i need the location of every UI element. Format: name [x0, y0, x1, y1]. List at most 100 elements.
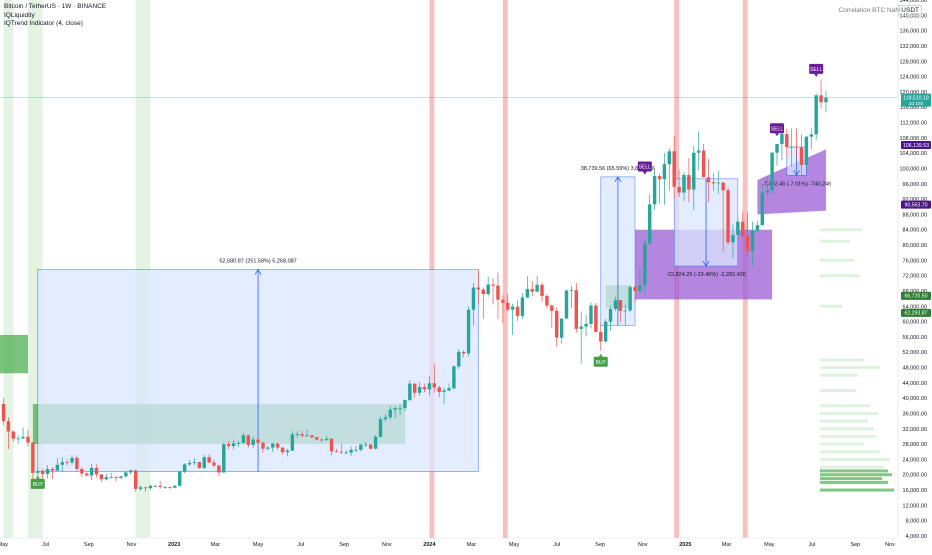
candle[interactable] [80, 467, 84, 477]
candle[interactable] [310, 434, 314, 439]
candle[interactable] [109, 472, 113, 479]
candle[interactable] [564, 289, 569, 320]
candle[interactable] [163, 486, 167, 489]
candle[interactable] [89, 464, 94, 481]
candle[interactable] [648, 194, 652, 245]
candle[interactable] [334, 448, 339, 453]
candle[interactable] [182, 463, 187, 474]
candle[interactable] [506, 294, 510, 311]
candle[interactable] [736, 216, 740, 239]
candle[interactable] [628, 285, 632, 313]
price-badge[interactable]: 90,563.70 [901, 200, 931, 209]
candle[interactable] [672, 136, 676, 199]
candle[interactable] [393, 406, 397, 419]
candle[interactable] [329, 437, 334, 456]
candle[interactable] [26, 429, 30, 447]
candle[interactable] [1, 398, 6, 425]
candle[interactable] [344, 450, 348, 455]
candle[interactable] [496, 272, 500, 319]
candle[interactable] [36, 467, 40, 477]
candle[interactable] [554, 307, 559, 347]
candle[interactable] [202, 454, 206, 469]
candle[interactable] [359, 444, 363, 452]
candle[interactable] [750, 221, 755, 267]
candle[interactable] [594, 302, 598, 333]
candle[interactable] [692, 145, 696, 210]
candle[interactable] [471, 282, 476, 326]
currency-button[interactable]: USDT [898, 5, 922, 16]
candle[interactable] [295, 431, 299, 438]
candle[interactable] [324, 435, 329, 442]
candle[interactable] [696, 131, 701, 171]
candle[interactable] [491, 278, 495, 305]
candle[interactable] [442, 387, 446, 404]
candle[interactable] [804, 135, 809, 170]
buy-signal[interactable]: BUY [593, 353, 608, 367]
candle[interactable] [584, 314, 588, 337]
candle[interactable] [447, 383, 451, 392]
candle[interactable] [398, 404, 402, 416]
candle[interactable] [819, 79, 823, 109]
candle[interactable] [261, 441, 265, 453]
candle[interactable] [290, 431, 295, 452]
candle[interactable] [339, 443, 344, 454]
candle[interactable] [364, 441, 368, 448]
candle[interactable] [731, 224, 735, 259]
candle[interactable] [413, 383, 417, 398]
candle[interactable] [716, 170, 720, 194]
sell-signal[interactable]: SELL [637, 161, 652, 175]
candle[interactable] [589, 302, 593, 329]
candle[interactable] [129, 469, 133, 475]
candle[interactable] [638, 269, 642, 293]
candle[interactable] [760, 184, 765, 226]
candle[interactable] [618, 300, 623, 323]
candle[interactable] [457, 349, 461, 370]
candle[interactable] [530, 281, 534, 296]
candle[interactable] [373, 435, 378, 450]
candle[interactable] [662, 153, 667, 205]
symbol-title[interactable]: Bitcoin / TetherUS · 1W · BINANCE [4, 3, 107, 10]
candle[interactable] [432, 363, 437, 393]
sell-signal[interactable]: SELL [809, 63, 824, 77]
candle[interactable] [550, 304, 554, 328]
candle[interactable] [305, 429, 309, 437]
candle[interactable] [603, 318, 608, 343]
candle[interactable] [212, 459, 216, 468]
candle[interactable] [236, 441, 241, 448]
candle[interactable] [226, 441, 231, 450]
candle[interactable] [540, 282, 544, 303]
candle[interactable] [354, 446, 358, 452]
candle[interactable] [133, 469, 138, 492]
candle[interactable] [755, 220, 760, 234]
candle[interactable] [21, 427, 25, 440]
candle[interactable] [192, 458, 197, 466]
candle[interactable] [461, 350, 466, 358]
candle[interactable] [173, 484, 177, 489]
candle[interactable] [824, 91, 828, 113]
candle[interactable] [143, 486, 148, 492]
candle[interactable] [153, 484, 157, 488]
candle[interactable] [266, 445, 270, 451]
candle[interactable] [422, 383, 427, 393]
candle[interactable] [55, 458, 60, 471]
candle[interactable] [403, 399, 407, 411]
candle[interactable] [466, 306, 471, 357]
candle[interactable] [525, 276, 530, 299]
sell-signal[interactable]: SELL [770, 123, 785, 137]
candle[interactable] [535, 276, 539, 293]
candle[interactable] [222, 442, 226, 473]
candle[interactable] [285, 448, 290, 457]
candle[interactable] [271, 442, 275, 453]
candle[interactable] [31, 441, 35, 484]
candle[interactable] [687, 158, 691, 203]
candle[interactable] [104, 473, 109, 481]
candle[interactable] [579, 311, 583, 364]
candle[interactable] [652, 169, 657, 210]
candle[interactable] [246, 434, 250, 448]
candle[interactable] [623, 304, 627, 326]
candle[interactable] [643, 239, 647, 296]
candle[interactable] [706, 158, 711, 203]
candle[interactable] [417, 381, 422, 396]
